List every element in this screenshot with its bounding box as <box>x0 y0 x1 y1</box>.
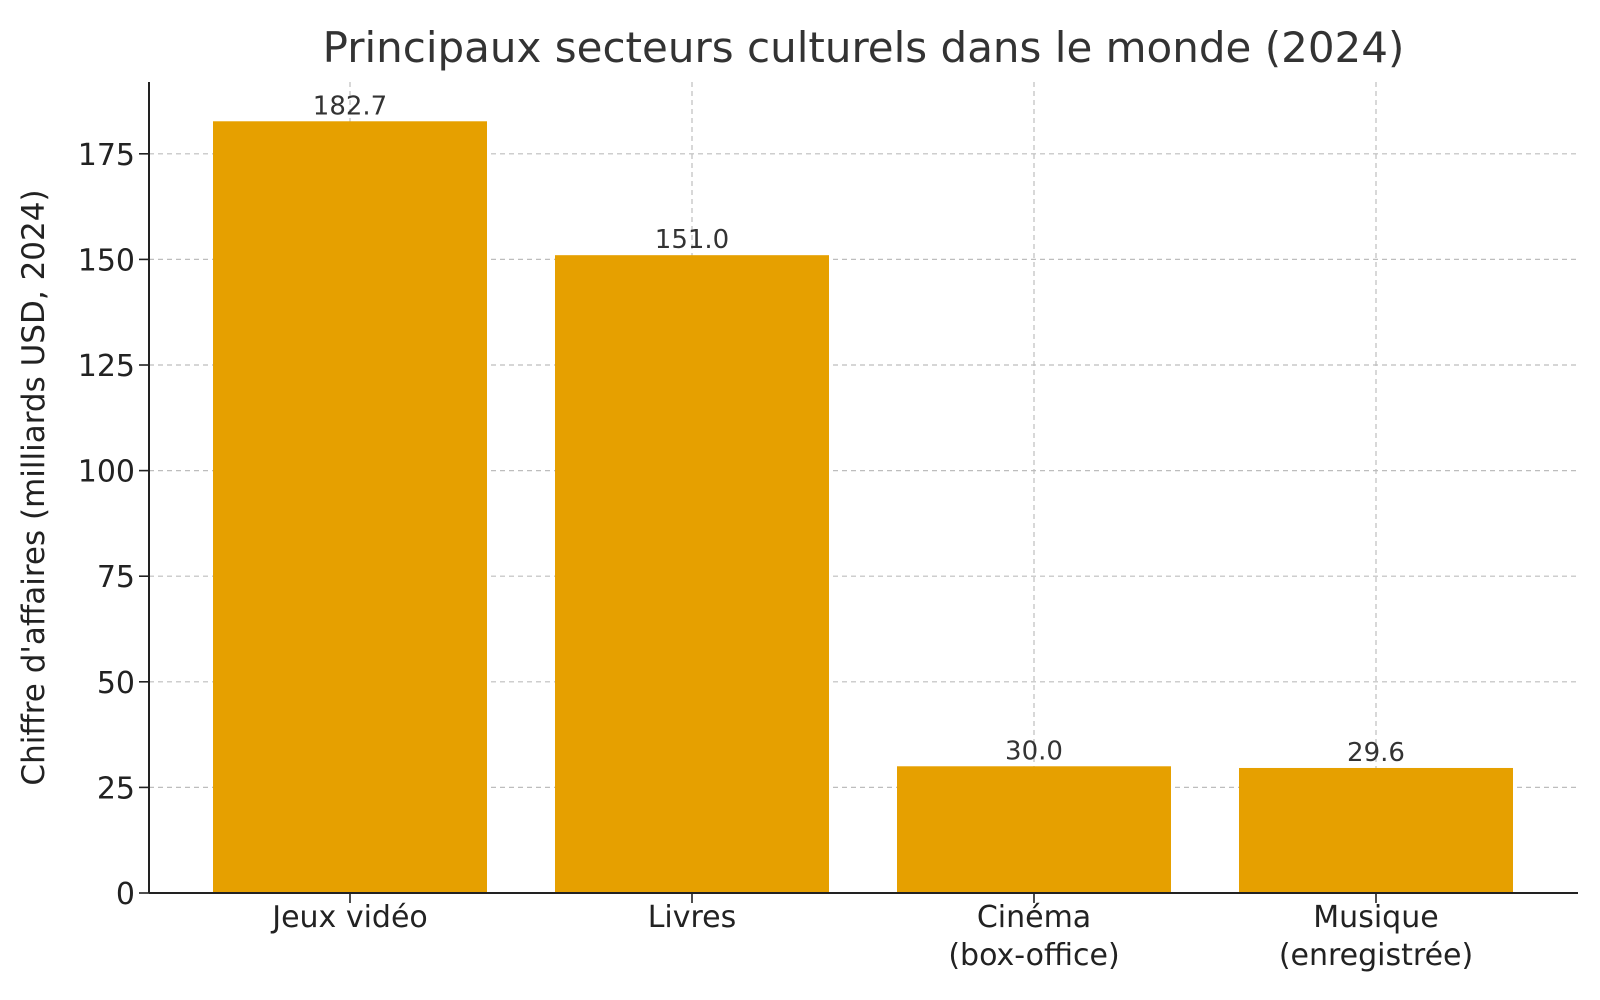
bars <box>213 121 1513 893</box>
bar <box>555 255 829 893</box>
bar <box>1239 767 1513 893</box>
y-tick-label: 100 <box>78 455 135 490</box>
bar-value-label: 151.0 <box>655 225 729 255</box>
x-tick-label: Musique (enregistrée) <box>1279 900 1473 973</box>
y-axis-label: Chiffre d'affaires (milliards USD, 2024) <box>16 189 52 785</box>
axes <box>139 82 1578 903</box>
y-tick-label: 75 <box>97 560 135 595</box>
y-tick-label: 125 <box>78 349 135 384</box>
bar <box>897 766 1171 893</box>
y-tick-label: 50 <box>97 666 135 701</box>
bar-value-label: 30.0 <box>1005 736 1063 766</box>
x-tick-label: Jeux vidéo <box>270 900 428 935</box>
bar <box>213 121 487 893</box>
labels: 0 25 50 75 100 125 150 175 182.7 Jeux vidéo 151.0 L… <box>78 91 1473 973</box>
y-tick-label: 25 <box>97 771 135 806</box>
x-tick-label: Cinéma (box-office) <box>948 900 1119 973</box>
bar-value-label: 29.6 <box>1347 738 1405 768</box>
bar-value-label: 182.7 <box>313 91 387 121</box>
y-tick-label: 175 <box>78 138 135 173</box>
y-tick-label: 150 <box>78 243 135 278</box>
chart-title: Principaux secteurs culturels dans le mo… <box>323 23 1405 72</box>
x-tick-label: Livres <box>648 900 737 935</box>
y-tick-label: 0 <box>116 877 135 912</box>
